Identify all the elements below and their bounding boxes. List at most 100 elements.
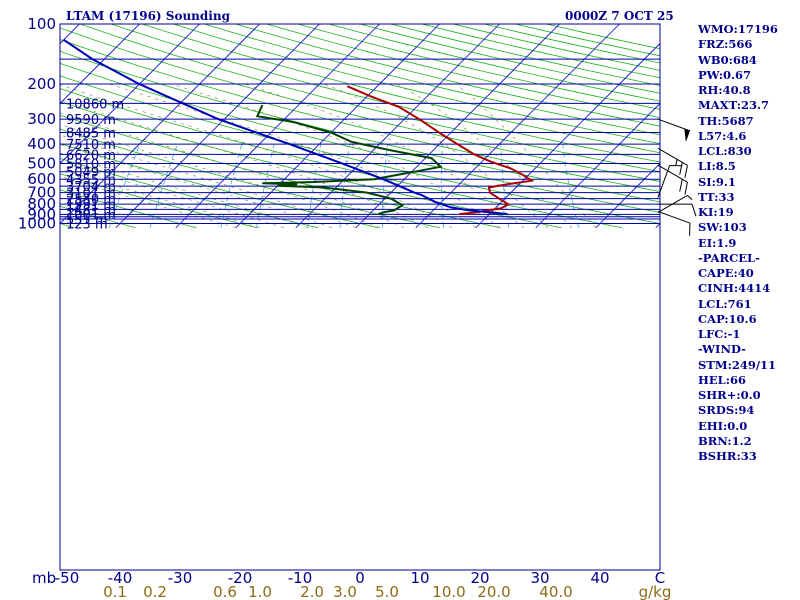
temperature-tick-label: 0 (355, 569, 365, 587)
index-item: KI:19 (698, 205, 734, 219)
index-item: EI:1.9 (698, 235, 737, 250)
dry-adiabat (60, 27, 660, 182)
isotherm (475, 42, 660, 229)
moist-adiabat (60, 112, 404, 229)
height-label: 1481 m (66, 203, 116, 218)
barb-flag (679, 162, 683, 175)
index-item: BSHR:33 (698, 449, 757, 463)
dry-adiabat (204, 24, 660, 136)
temperature-tick-label: -50 (55, 569, 80, 587)
isotherm (60, 24, 200, 165)
mixing-ratio-line (220, 143, 243, 228)
temperature-tick-label: C (655, 569, 665, 587)
index-item: -WIND- (698, 342, 746, 357)
dry-adiabat (111, 24, 660, 163)
height-label: 5810 m (66, 157, 116, 172)
stability-indices: WMO:17196 FRZ:566 WB0:684 PW:0.67 RH:40.8 MAX… (698, 22, 778, 464)
index-item: SRDS:94 (698, 403, 755, 418)
mixing-ratio-line (256, 144, 275, 228)
barb-staff (657, 164, 688, 183)
dry-adiabat (173, 24, 660, 145)
height-label: 3704 m (66, 180, 116, 195)
dewpoint-profile (255, 104, 443, 216)
temperature-tick-label: 40 (590, 569, 609, 587)
isotherm (355, 24, 560, 229)
dry-adiabat (60, 62, 660, 213)
temperature-profile (346, 85, 535, 216)
mixing-ratio-line (441, 144, 444, 228)
index-item: FRZ:566 (698, 37, 753, 52)
dry-adiabat (60, 173, 258, 229)
pressure-label: 1000 (18, 215, 56, 233)
wind-barbs (657, 118, 697, 236)
isotherm (595, 162, 660, 229)
mixing-ratio-line (307, 144, 322, 228)
index-item: RH:40.8 (698, 83, 751, 97)
sounding-time: 0000Z 7 OCT 25 (565, 9, 674, 23)
wind-barb (658, 203, 697, 217)
height-label: 7510 m (66, 138, 116, 153)
station-title: LTAM (17196) Sounding (66, 9, 231, 23)
dry-adiabat (297, 24, 660, 110)
temperature-tick-label: 20 (470, 569, 489, 587)
pressure-label: 200 (27, 75, 56, 93)
pressure-label: 600 (27, 170, 56, 188)
index-item: LI:8.5 (698, 159, 736, 174)
index-item: WMO:17196 (698, 22, 778, 36)
mixing-ratio-label: 2.0 (300, 583, 324, 600)
parcel-path (63, 38, 508, 216)
barb-staff (657, 210, 691, 224)
dry-adiabat (266, 24, 660, 119)
barb-flag (684, 182, 688, 195)
height-label: 6620 m (66, 148, 116, 163)
mixing-ratio-label: 10.0 (432, 583, 465, 600)
barb-staff (657, 147, 688, 166)
dry-adiabat (60, 75, 660, 224)
wind-barb (657, 194, 693, 213)
dry-adiabat (60, 114, 501, 229)
isotherm (295, 24, 500, 229)
barb-staff (657, 194, 688, 213)
height-label: 1991 m (66, 198, 116, 213)
height-label: 2530 m (66, 193, 116, 208)
wind-barb (657, 147, 688, 178)
isotherm (415, 24, 620, 229)
isotherm (535, 102, 660, 229)
dry-adiabat (80, 24, 660, 173)
temperature-tick-label: -10 (288, 569, 313, 587)
height-label: 551 m (66, 213, 108, 228)
index-item: EHI:0.0 (698, 418, 748, 433)
mixing-ratio-label: 5.0 (375, 583, 399, 600)
index-item: L57:4.6 (698, 128, 747, 143)
mixing-ratio-line (108, 143, 141, 228)
mixing-ratio-label: g/kg (639, 583, 672, 600)
mixing-ratio-line (381, 144, 388, 228)
isotherm (0, 24, 20, 228)
dry-adiabat (235, 24, 660, 127)
index-item: BRN:1.2 (698, 433, 752, 448)
index-item: CINH:4414 (698, 281, 771, 296)
index-item: HEL:66 (698, 372, 746, 387)
moist-adiabat (171, 83, 500, 228)
moist-adiabat (60, 134, 356, 229)
barb-flag (691, 204, 697, 217)
height-label: 4355 m (66, 173, 116, 188)
pressure-label: 100 (27, 15, 56, 33)
barb-half-flag (675, 159, 678, 166)
dry-adiabat (60, 39, 660, 192)
mixing-ratio-label: 1.0 (248, 583, 272, 600)
index-item: STM:249/11 (698, 357, 777, 372)
wind-barb (657, 164, 688, 195)
temperature-tick-label: 30 (530, 569, 549, 587)
isotherm (175, 24, 380, 229)
isobars (60, 23, 660, 224)
mixing-ratio-label: 20.0 (477, 583, 510, 600)
moist-adiabat (60, 99, 428, 229)
isotherm (60, 24, 260, 225)
wind-barb (657, 164, 683, 198)
mixing-ratio-line (149, 143, 178, 228)
moist-adiabat (60, 84, 452, 229)
plot-background (60, 24, 660, 570)
